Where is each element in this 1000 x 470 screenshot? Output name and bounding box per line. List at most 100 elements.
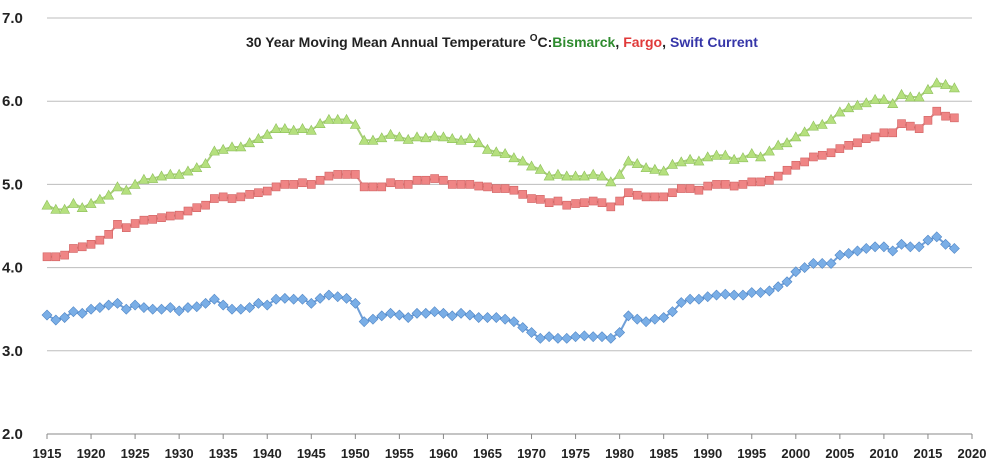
data-point — [747, 177, 757, 187]
data-point — [562, 200, 572, 210]
chart-title: 30 Year Moving Mean Annual Temperature O… — [246, 33, 758, 50]
data-point — [298, 178, 307, 188]
data-point — [200, 297, 211, 309]
x-tick-label: 1915 — [33, 446, 62, 461]
data-point — [323, 113, 335, 124]
data-point — [826, 148, 836, 158]
legend-label-fargo: Fargo — [623, 34, 662, 50]
data-point — [341, 113, 353, 124]
legend-sep-2: , — [662, 34, 666, 50]
data-point — [95, 235, 105, 245]
data-point — [728, 153, 740, 164]
data-point — [622, 155, 634, 166]
data-point — [658, 312, 670, 323]
data-point — [694, 185, 704, 195]
data-point — [772, 139, 784, 150]
data-point — [711, 289, 722, 301]
data-point — [280, 180, 290, 189]
data-point — [685, 184, 695, 193]
data-point — [534, 163, 546, 174]
data-point — [950, 113, 959, 123]
data-point — [217, 299, 229, 311]
data-point — [85, 197, 97, 208]
x-tick-label: 1935 — [209, 446, 238, 461]
series-line — [46, 81, 955, 211]
x-tick-label: 1990 — [693, 446, 722, 461]
data-point — [755, 151, 767, 162]
data-point — [464, 133, 476, 143]
data-point — [111, 181, 123, 192]
x-tick-label: 1940 — [253, 446, 282, 461]
data-point — [236, 192, 246, 202]
data-point — [578, 170, 590, 181]
data-point — [262, 186, 272, 196]
data-point — [490, 312, 502, 323]
data-point — [85, 303, 97, 315]
data-point — [790, 266, 802, 278]
data-point — [922, 234, 934, 246]
legend-sep-1: , — [615, 34, 619, 50]
data-point — [527, 194, 536, 203]
data-point — [658, 165, 670, 176]
data-point — [438, 307, 449, 319]
data-point — [702, 291, 714, 303]
data-point — [120, 303, 132, 315]
data-point — [765, 175, 774, 185]
data-point — [781, 137, 793, 148]
data-point — [844, 140, 853, 150]
data-point — [288, 124, 300, 135]
x-tick-label: 1955 — [385, 446, 414, 461]
data-point — [799, 126, 811, 137]
data-point — [104, 230, 113, 239]
x-tick-label: 1970 — [517, 446, 546, 461]
data-point — [659, 192, 668, 202]
x-tick-label: 2005 — [825, 446, 854, 461]
data-point — [147, 172, 159, 183]
data-point — [932, 106, 942, 116]
data-point — [931, 231, 943, 243]
data-point — [157, 213, 166, 222]
data-point — [781, 276, 793, 288]
data-point — [341, 292, 352, 304]
data-point — [667, 306, 678, 318]
data-point — [483, 182, 492, 192]
data-point — [624, 188, 633, 198]
x-tick-label: 1920 — [77, 446, 106, 461]
y-tick-label: 6.0 — [2, 93, 23, 110]
data-point — [596, 331, 608, 343]
data-point — [393, 309, 405, 321]
data-point — [675, 156, 687, 167]
data-point — [640, 162, 652, 173]
data-point — [446, 310, 458, 322]
data-point — [534, 332, 546, 344]
data-point — [676, 184, 686, 193]
x-tick-label: 2000 — [781, 446, 810, 461]
data-point — [76, 307, 88, 319]
data-point — [887, 245, 899, 257]
y-tick-label: 3.0 — [2, 343, 23, 360]
data-point — [703, 181, 713, 191]
data-point — [244, 137, 256, 148]
data-point — [41, 309, 53, 321]
data-point — [60, 250, 69, 260]
data-point — [395, 180, 404, 189]
data-point — [879, 128, 889, 138]
data-point — [799, 262, 811, 274]
data-point — [270, 123, 282, 133]
data-point — [349, 297, 361, 309]
data-point — [666, 158, 678, 169]
data-point — [333, 170, 343, 179]
data-point — [737, 289, 749, 301]
data-point — [473, 137, 485, 148]
data-point — [605, 332, 617, 344]
data-point — [816, 118, 828, 129]
data-point — [279, 123, 291, 133]
data-point — [948, 243, 960, 254]
data-point — [650, 192, 660, 202]
data-point — [342, 170, 351, 179]
series-bismarck — [41, 77, 960, 214]
data-point — [455, 307, 467, 319]
data-point — [843, 248, 855, 259]
data-point — [368, 182, 378, 192]
data-point — [719, 288, 731, 300]
